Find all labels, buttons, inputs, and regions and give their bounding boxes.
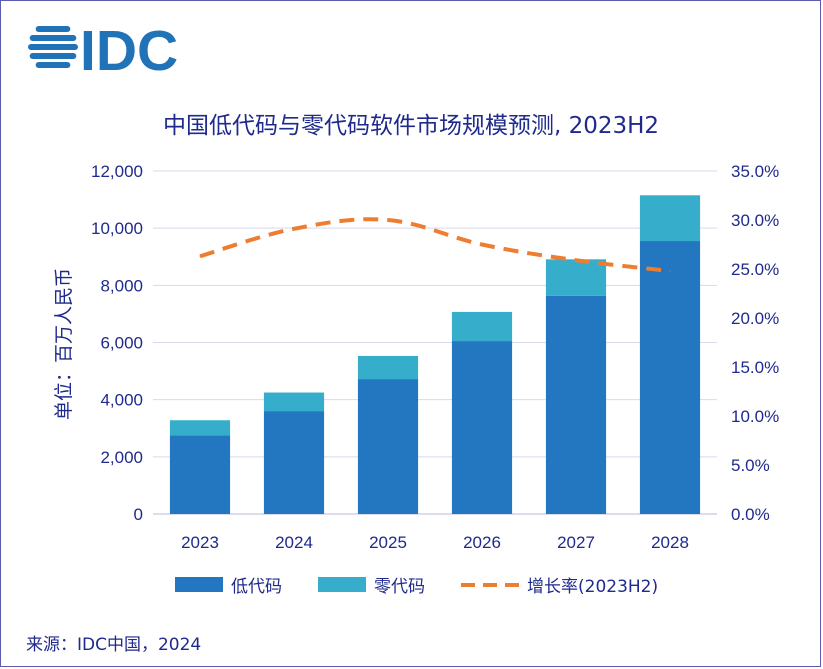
bar-零代码-2024 [263,392,325,412]
source-note: 来源：IDC中国，2024 [26,635,201,655]
chart-title: 中国低代码与零代码软件市场规模预测, 2023H2 [163,113,659,139]
bar-零代码-2026 [451,311,513,342]
legend-swatch-零代码 [318,577,366,592]
x-tick-label: 2025 [369,533,407,552]
y-axis-ticks: 0 2,000 4,000 6,000 8,000 10,000 12,000 [91,162,143,524]
y-tick-label: 8,000 [100,276,143,295]
bar-零代码-2023 [169,420,231,436]
growth-line-layer [199,217,671,273]
logo-band [29,53,77,59]
bar-零代码-2028 [639,195,701,242]
x-tick-label: 2027 [557,533,595,552]
y2-tick-label: 20.0% [731,309,779,328]
bar-零代码-2025 [357,355,419,380]
idc-logo: IDC [28,19,178,83]
y-tick-label: 4,000 [100,391,143,410]
growth-point-2024 [293,228,295,230]
logo-band [35,26,71,32]
x-tick-label: 2023 [181,533,219,552]
y2-tick-label: 10.0% [731,407,779,426]
growth-line [199,217,671,273]
logo-band [35,62,71,68]
y2-tick-label: 30.0% [731,211,779,230]
bar-零代码-2027 [545,259,607,296]
y2-tick-label: 5.0% [731,456,770,475]
bar-低代码-2024 [263,411,325,514]
idc-logo-globe [28,26,78,68]
x-tick-label: 2028 [651,533,689,552]
logo-band [29,35,77,41]
legend-swatch-低代码 [175,577,223,592]
x-tick-label: 2026 [463,533,501,552]
legend-label: 零代码 [374,577,425,597]
growth-point-2028 [669,270,671,272]
growth-point-2025 [387,219,389,221]
bars [169,195,701,514]
y2-tick-label: 15.0% [731,358,779,377]
growth-point-2023 [199,255,201,257]
bar-低代码-2027 [545,295,607,514]
y-tick-label: 6,000 [100,334,143,353]
x-tick-label: 2024 [275,533,313,552]
legend-label: 增长率(2023H2) [527,577,658,597]
idc-logo-text: IDC [80,19,178,83]
y-tick-label: 10,000 [91,219,143,238]
y-axis-label: 单位：百万人民币 [53,268,75,420]
bar-低代码-2028 [639,241,701,514]
bar-低代码-2026 [451,341,513,514]
y2-axis-ticks: 0.0% 5.0% 10.0% 15.0% 20.0% 25.0% 30.0% 35.0% [731,162,779,524]
y-tick-label: 0 [134,505,143,524]
bar-低代码-2023 [169,435,231,514]
y-tick-label: 12,000 [91,162,143,181]
gridlines [153,170,717,515]
legend-label: 低代码 [231,577,282,597]
logo-band [28,44,78,50]
legend: 低代码 零代码 增长率(2023H2) [175,577,658,597]
y-tick-label: 2,000 [100,448,143,467]
y2-tick-label: 35.0% [731,162,779,181]
growth-point-2026 [481,244,483,245]
bar-低代码-2025 [357,379,419,514]
y2-tick-label: 25.0% [731,260,779,279]
y2-tick-label: 0.0% [731,505,770,524]
x-axis-ticks: 2023 2024 2025 2026 2027 2028 [181,533,689,552]
growth-point-2027 [575,259,577,261]
